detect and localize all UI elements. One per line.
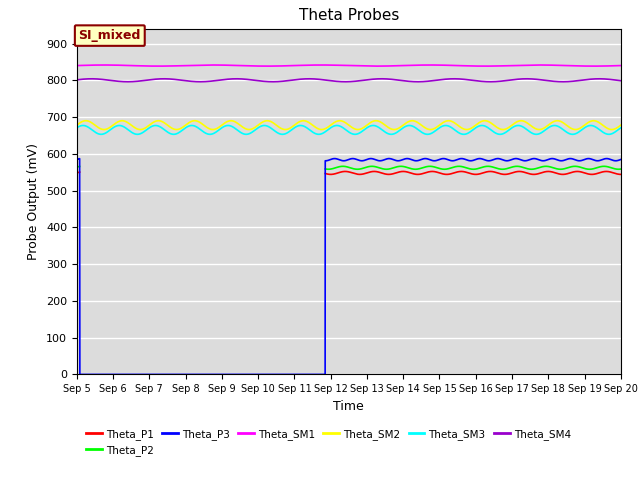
Text: SI_mixed: SI_mixed — [79, 29, 141, 42]
Theta_P2 — [427, 164, 435, 169]
Theta_SM2 — [281, 127, 289, 132]
Theta_SM2 — [427, 127, 435, 132]
Title: Theta Probes: Theta Probes — [299, 9, 399, 24]
Theta_P3 — [440, 156, 447, 161]
Theta_SM4 — [172, 77, 180, 83]
Theta_SM4 — [523, 76, 531, 82]
Theta_P1 — [73, 170, 81, 176]
Theta_SM1 — [589, 63, 597, 69]
Theta_SM3 — [520, 125, 528, 131]
Theta_P1 — [427, 168, 435, 174]
Theta_P1 — [399, 168, 407, 174]
Theta_SM2 — [520, 119, 528, 124]
Line: Theta_SM4: Theta_SM4 — [77, 79, 621, 82]
Theta_P3 — [172, 372, 180, 377]
Line: Theta_P1: Theta_P1 — [77, 171, 621, 174]
Theta_SM2 — [399, 122, 407, 128]
Line: Theta_P3: Theta_P3 — [77, 158, 621, 374]
Theta_P2 — [520, 165, 528, 171]
Theta_SM1 — [479, 63, 486, 69]
Theta_SM3 — [617, 125, 625, 131]
Theta_SM4 — [479, 79, 486, 84]
Theta_SM4 — [427, 78, 435, 84]
Theta_SM2 — [172, 127, 179, 132]
Theta_SM2 — [617, 122, 625, 128]
Theta_P3 — [427, 157, 435, 163]
Theta_P3 — [73, 156, 81, 162]
Theta_SM4 — [399, 78, 407, 84]
Theta_P2 — [479, 164, 486, 170]
Theta_SM3 — [427, 131, 435, 136]
Theta_SM1 — [73, 63, 81, 69]
Theta_SM3 — [515, 122, 522, 128]
Theta_SM3 — [281, 131, 289, 137]
Legend: Theta_P1, Theta_P2, Theta_P3, Theta_SM1, Theta_SM2, Theta_SM3, Theta_SM4: Theta_P1, Theta_P2, Theta_P3, Theta_SM1,… — [82, 424, 575, 460]
Theta_SM2 — [73, 122, 81, 128]
Theta_P3 — [76, 372, 84, 377]
Theta_P3 — [617, 156, 625, 162]
Theta_P3 — [520, 158, 528, 164]
Theta_SM1 — [617, 63, 625, 69]
Theta_P2 — [617, 166, 625, 172]
Theta_P3 — [479, 156, 487, 162]
Line: Theta_SM2: Theta_SM2 — [77, 120, 621, 130]
Theta_P1 — [479, 170, 486, 176]
Theta_SM3 — [315, 132, 323, 137]
Theta_SM1 — [100, 62, 108, 68]
Theta_SM2 — [445, 118, 452, 123]
Theta_SM1 — [172, 63, 180, 69]
Y-axis label: Probe Output (mV): Probe Output (mV) — [28, 143, 40, 260]
Theta_P3 — [281, 372, 289, 377]
Theta_P1 — [617, 171, 625, 177]
Theta_P2 — [73, 164, 81, 170]
Theta_SM4 — [617, 78, 625, 84]
Line: Theta_SM1: Theta_SM1 — [77, 65, 621, 66]
Theta_SM1 — [399, 63, 407, 69]
Theta_SM3 — [73, 125, 81, 131]
Theta_SM2 — [245, 127, 253, 132]
Theta_SM3 — [172, 131, 179, 137]
Theta_SM3 — [399, 125, 407, 131]
Theta_SM4 — [520, 76, 528, 82]
Theta_SM1 — [281, 63, 289, 69]
Line: Theta_SM3: Theta_SM3 — [77, 125, 621, 134]
Theta_SM4 — [281, 78, 289, 84]
Theta_SM3 — [479, 123, 486, 129]
Theta_P1 — [520, 169, 528, 175]
Theta_SM4 — [73, 77, 81, 83]
Theta_SM2 — [479, 118, 487, 124]
Line: Theta_P2: Theta_P2 — [77, 166, 621, 169]
Theta_P2 — [399, 164, 407, 169]
Theta_SM1 — [427, 62, 435, 68]
X-axis label: Time: Time — [333, 400, 364, 413]
Theta_P3 — [399, 156, 407, 162]
Theta_SM4 — [124, 79, 132, 84]
Theta_SM1 — [520, 62, 528, 68]
